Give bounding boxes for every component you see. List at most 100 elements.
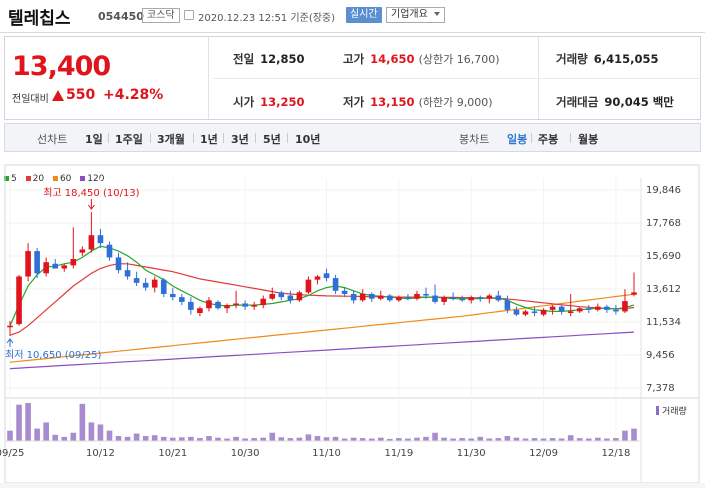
volume-bar xyxy=(188,436,194,441)
legend-label: 120 xyxy=(87,174,105,184)
volume-bar xyxy=(7,430,13,441)
open-value: 13,250 xyxy=(260,95,305,109)
low-annotation: 최저 10,650 (09/25) xyxy=(5,349,101,361)
candle-body xyxy=(441,297,447,302)
volume-bar xyxy=(169,437,176,441)
tab-1y[interactable]: 1년 xyxy=(200,133,218,146)
y-tick-label: 11,534 xyxy=(646,317,681,328)
volume-bar xyxy=(377,437,384,441)
volume-bar xyxy=(468,438,475,441)
tab-3y[interactable]: 3년 xyxy=(231,133,249,146)
volume-bar xyxy=(595,437,601,441)
high-value: 14,650 xyxy=(370,52,415,66)
stock-header: 텔레칩스 054450 코스닥 2020.12.23 12:51 기준(장중) … xyxy=(0,0,705,33)
quote-summary: 13,400 전일대비 550 +4.28% 전일 12,850 고가 14,650… xyxy=(4,36,701,120)
legend-swatch xyxy=(25,176,31,181)
volume-bar xyxy=(341,438,348,441)
candle-body xyxy=(52,263,59,269)
ma20-line xyxy=(9,263,635,336)
candle-body xyxy=(341,290,348,294)
candle-body xyxy=(477,297,484,299)
volume-bar xyxy=(450,438,456,441)
candle-body xyxy=(323,273,330,279)
candle-body xyxy=(622,301,628,312)
upper-limit: (상한가 16,700) xyxy=(418,53,500,66)
y-tick-label: 9,456 xyxy=(646,350,675,361)
candle-body xyxy=(296,292,303,301)
high-cell: 고가 14,650 (상한가 16,700) xyxy=(343,51,500,67)
open-label: 시가 xyxy=(233,95,255,109)
volume-bar xyxy=(224,438,230,441)
realtime-button[interactable]: 실시간 xyxy=(346,7,382,23)
candle-body xyxy=(34,251,40,274)
volume-bar xyxy=(522,438,529,441)
divider xyxy=(150,133,151,143)
volume-bar xyxy=(179,437,185,441)
tab-weekly[interactable]: 주봉 xyxy=(538,133,559,146)
candle-body xyxy=(97,235,104,244)
company-overview-dropdown[interactable]: 기업개요 xyxy=(386,7,445,23)
divider xyxy=(287,133,288,143)
candle-body xyxy=(305,279,312,293)
divider xyxy=(193,133,194,143)
legend-swatch xyxy=(80,176,86,181)
volume-bar xyxy=(314,436,321,441)
candle-body xyxy=(79,249,86,253)
quote-time: 2020.12.23 12:51 기준(장중) xyxy=(198,13,336,24)
volume-bar xyxy=(486,438,493,441)
chart-frame xyxy=(4,164,700,484)
volume-bar xyxy=(477,436,484,441)
tab-1w[interactable]: 1주일 xyxy=(115,133,143,146)
tab-3m[interactable]: 3개월 xyxy=(157,133,185,146)
x-tick-label: 10/21 xyxy=(158,448,187,459)
volume-bar xyxy=(215,437,221,441)
tab-5y[interactable]: 5년 xyxy=(263,133,281,146)
candle-body xyxy=(585,308,592,310)
volume-bar xyxy=(549,438,556,441)
divider xyxy=(255,133,256,143)
candle-body xyxy=(251,305,257,307)
x-tick-label: 11/19 xyxy=(384,448,413,459)
candle-body xyxy=(595,306,601,310)
candle-body xyxy=(504,300,511,310)
x-tick-label: 11/10 xyxy=(312,448,341,459)
candle-body xyxy=(124,270,131,277)
volume-bar xyxy=(61,436,68,441)
candle-body xyxy=(631,292,637,295)
y-tick-label: 17,768 xyxy=(646,218,681,229)
market-badge: 코스닥 xyxy=(142,8,180,23)
volume-bar xyxy=(368,438,375,441)
company-overview-label: 기업개요 xyxy=(391,9,428,20)
volume-cell: 거래량 6,415,055 xyxy=(556,51,659,67)
candle-body xyxy=(197,308,203,314)
volume-bar xyxy=(631,428,637,441)
high-label: 고가 xyxy=(343,52,365,66)
volume-bar xyxy=(513,437,520,441)
low-cell: 저가 13,150 (하한가 9,000) xyxy=(343,94,493,110)
divider xyxy=(531,133,532,143)
y-tick-label: 13,612 xyxy=(646,284,681,295)
x-tick-label: 10/30 xyxy=(231,448,260,459)
volume-bar xyxy=(242,438,248,441)
volume-bar xyxy=(142,436,149,441)
tab-1d[interactable]: 1일 xyxy=(85,133,103,146)
tab-10y[interactable]: 10년 xyxy=(295,133,321,146)
divider xyxy=(223,133,224,143)
volume-bar xyxy=(206,436,212,441)
volume-bar xyxy=(531,438,538,441)
candle-body xyxy=(423,293,429,296)
change-label: 전일대비 xyxy=(12,94,49,105)
tab-monthly[interactable]: 월봉 xyxy=(578,133,599,146)
chart-period-tabs: 선차트 1일 1주일 3개월 1년 3년 5년 10년 봉차트 일봉 주봉 월봉 xyxy=(4,123,701,152)
y-tick-label: 19,846 xyxy=(646,185,681,196)
low-label: 저가 xyxy=(343,95,365,109)
candle-body xyxy=(450,297,456,299)
volume-bar xyxy=(233,436,239,441)
volume-bar xyxy=(576,438,583,441)
tab-daily[interactable]: 일봉 xyxy=(507,133,528,146)
candle-body xyxy=(224,305,230,309)
candle-body xyxy=(16,276,22,325)
candle-body xyxy=(368,293,375,299)
candle-body xyxy=(43,262,49,274)
change-percent: +4.28% xyxy=(103,87,164,103)
